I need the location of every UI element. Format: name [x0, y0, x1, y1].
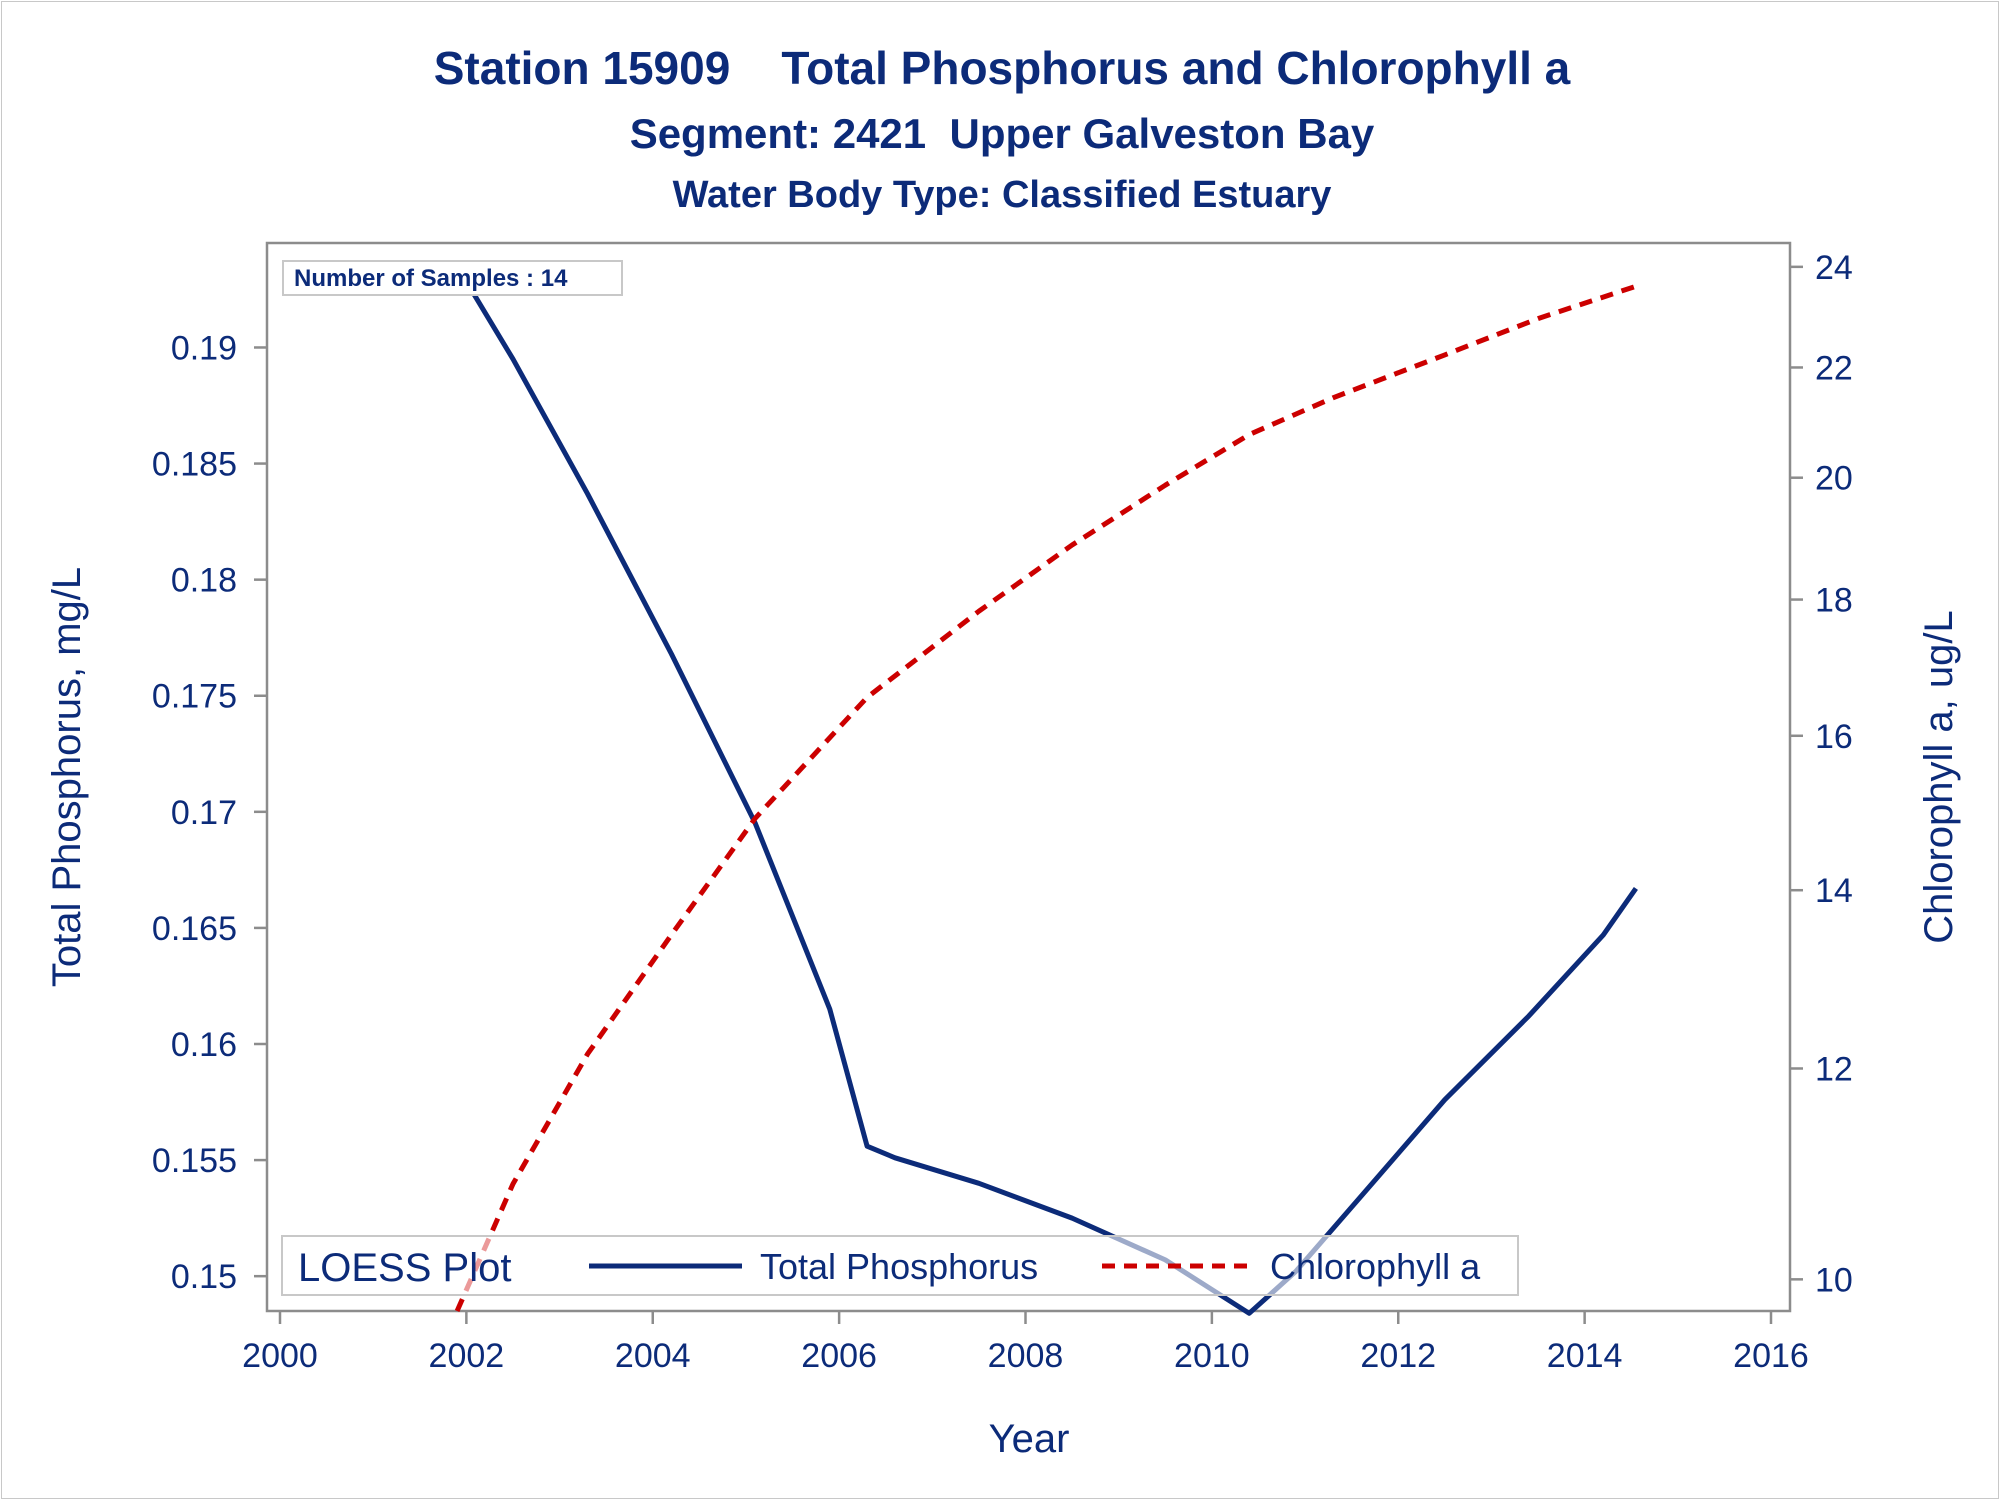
- x-tick-label: 2004: [615, 1337, 691, 1375]
- y-axis-left: 0.15 0.155 0.16 0.165 0.17 0.175 0.18 0.185 0.19: [152, 329, 267, 1296]
- x-axis: 2000 2002 2004 2006 2008 2010 2012 2014 2016: [242, 1311, 1809, 1375]
- x-tick-label: 2008: [988, 1337, 1064, 1375]
- x-tick-label: 2000: [242, 1337, 318, 1375]
- chart-subtitle: Segment: 2421 Upper Galveston Bay: [630, 110, 1375, 157]
- legend-label-chlorophyll-a: Chlorophyll a: [1270, 1246, 1481, 1287]
- chart-subtitle-2: Water Body Type: Classified Estuary: [673, 174, 1332, 216]
- legend-box: [281, 1235, 1519, 1296]
- series-layer: [454, 264, 1638, 1316]
- y2-tick-label: 10: [1815, 1261, 1853, 1299]
- y2-axis-label: Chlorophyll a, ug/L: [1917, 610, 1961, 944]
- y-tick-label: 0.18: [171, 562, 237, 600]
- x-axis-label: Year: [989, 1417, 1070, 1461]
- y-tick-label: 0.155: [152, 1142, 237, 1180]
- y-tick-label: 0.165: [152, 910, 237, 948]
- sample-count-box: [282, 260, 623, 296]
- x-tick-label: 2002: [429, 1337, 505, 1375]
- x-tick-label: 2006: [801, 1337, 877, 1375]
- y-tick-label: 0.15: [171, 1258, 237, 1296]
- series-line-chlorophyll-a: [454, 283, 1637, 1313]
- y2-tick-label: 22: [1815, 349, 1853, 387]
- y-tick-label: 0.16: [171, 1026, 237, 1064]
- legend-title: LOESS Plot: [298, 1246, 511, 1290]
- y2-tick-label: 12: [1815, 1050, 1853, 1088]
- x-tick-label: 2012: [1360, 1337, 1436, 1375]
- x-tick-label: 2010: [1174, 1337, 1250, 1375]
- y-tick-label: 0.19: [171, 329, 237, 367]
- chart-title: Station 15909 Total Phosphorus and Chlor…: [434, 42, 1571, 94]
- plot-area: [265, 241, 1792, 1313]
- y-tick-label: 0.17: [171, 794, 237, 832]
- y2-tick-label: 18: [1815, 582, 1853, 620]
- y2-tick-label: 24: [1815, 249, 1853, 287]
- sample-count-text: Number of Samples : 14: [294, 265, 568, 292]
- y-axis-right: 10 12 14 16 18 20 22 24: [1790, 249, 1853, 1299]
- x-tick-label: 2016: [1733, 1337, 1809, 1375]
- legend-label-total-phosphorus: Total Phosphorus: [760, 1246, 1038, 1287]
- y2-tick-label: 14: [1815, 872, 1853, 910]
- series-line-total-phosphorus: [454, 264, 1638, 1316]
- x-tick-label: 2014: [1547, 1337, 1623, 1375]
- y-tick-label: 0.185: [152, 446, 237, 484]
- y-tick-label: 0.175: [152, 678, 237, 716]
- y2-tick-label: 16: [1815, 718, 1853, 756]
- y2-tick-label: 20: [1815, 460, 1853, 498]
- y-axis-label: Total Phosphorus, mg/L: [45, 567, 89, 987]
